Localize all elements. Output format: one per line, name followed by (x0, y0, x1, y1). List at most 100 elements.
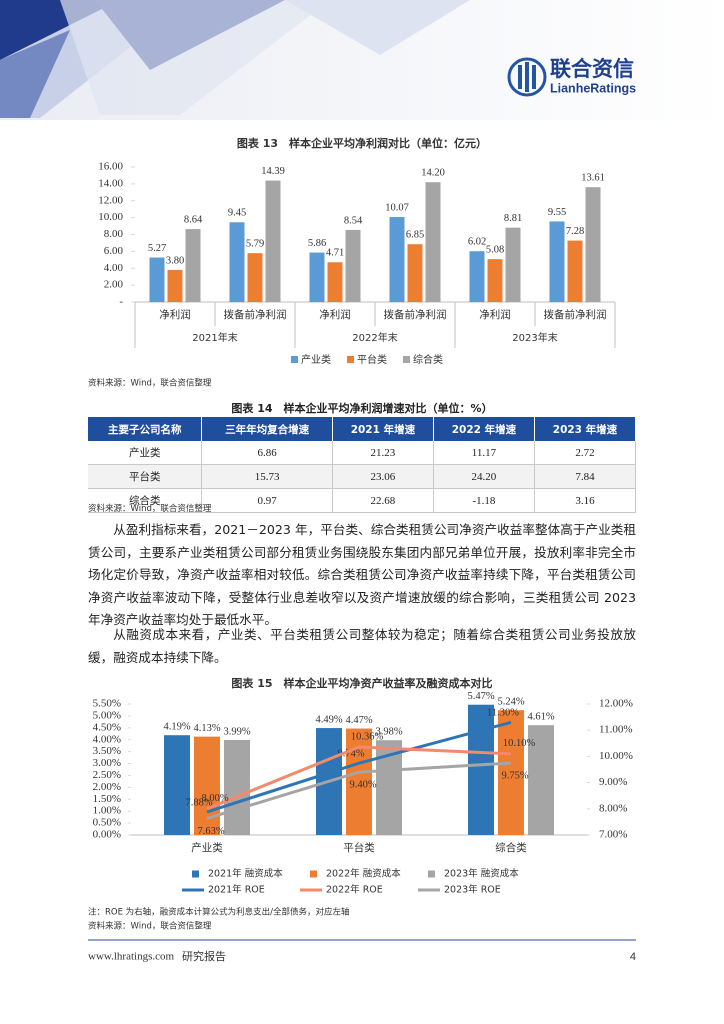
bar (549, 221, 565, 302)
table-cell: 23.06 (332, 464, 434, 489)
table-header-row: 主要子公司名称 三年年均复合增速 2021 年增速 2022 年增速 2023 年增速 (88, 417, 637, 441)
value-label: 4.61% (527, 712, 554, 723)
logo-bar (518, 65, 522, 89)
legend-label: 2022年 ROE (326, 884, 383, 896)
x-tick-label: 拨备前净利润 (224, 308, 287, 321)
value-label: 9.74% (337, 749, 364, 760)
value-label: 4.19% (163, 722, 190, 733)
y-tick-label: 2.00 (104, 279, 124, 291)
x-tick-label: 产业类 (191, 841, 223, 854)
y2-tick-label: 7.00% (599, 829, 627, 841)
y-tick-label: 2.00% (93, 781, 121, 793)
value-label: 5.79 (246, 239, 264, 250)
value-label: 5.47% (467, 691, 494, 702)
legend-label: 综合类 (413, 353, 443, 366)
table-cell: 21.23 (332, 441, 434, 465)
logo-bar (525, 62, 529, 92)
x-tick-label: 净利润 (319, 308, 351, 321)
y-tick-label: 10.00 (98, 211, 123, 223)
value-label: 7.63% (197, 826, 224, 837)
logo-text: 联合资信 (550, 57, 634, 81)
table-cell: 7.84 (534, 464, 637, 489)
value-label: 14.39 (261, 166, 285, 177)
bar (247, 253, 263, 302)
y-tick-label: 12.00 (98, 194, 123, 206)
bar (185, 229, 201, 302)
value-label: 14.20 (421, 168, 445, 179)
legend-swatch (310, 870, 317, 878)
page-number: 4 (630, 951, 636, 963)
value-label: 10.36% (351, 731, 384, 742)
value-label: 5.08 (486, 245, 504, 256)
legend-swatch (347, 356, 354, 363)
group-label: 2022年末 (352, 331, 397, 344)
table-title: 图表 14 样本企业平均净利润增速对比（单位：%） (231, 402, 493, 415)
column-header: 2022 年增速 (433, 417, 535, 441)
data-table: 主要子公司名称 三年年均复合增速 2021 年增速 2022 年增速 2023 年增速产… (88, 417, 637, 513)
legend-swatch (403, 356, 410, 363)
value-label: 3.98% (375, 727, 402, 738)
value-label: 4.71 (326, 248, 344, 259)
logo-bar (532, 65, 536, 89)
value-label: 5.86 (308, 238, 326, 249)
source-note: 资料来源：Wind，联合资信整理 (88, 378, 212, 389)
value-label: 9.40% (349, 780, 376, 791)
value-label: 10.10% (503, 738, 536, 749)
y-tick-label: 1.00% (93, 805, 121, 817)
source-note: 资料来源：Wind，联合资信整理 (88, 504, 212, 514)
bar (425, 182, 441, 302)
bar (498, 710, 524, 835)
table-cell: 3.16 (534, 488, 637, 513)
y2-tick-label: 11.00% (599, 724, 633, 736)
header-shape (285, 0, 470, 55)
y-tick-label: 0.00% (93, 829, 121, 841)
x-tick-label: 平台类 (343, 841, 375, 854)
y-tick-label: 8.00 (104, 228, 124, 240)
bar (468, 704, 494, 835)
column-header: 三年年均复合增速 (201, 417, 333, 441)
y2-tick-label: 10.00% (599, 750, 633, 762)
legend-label: 2023年 ROE (444, 884, 501, 896)
value-label: 4.13% (193, 723, 220, 734)
value-label: 3.80 (166, 255, 184, 266)
value-label: 3.99% (223, 726, 250, 737)
line-series (206, 745, 512, 811)
value-label: 9.45 (228, 208, 246, 219)
y-tick-label: 4.50% (93, 721, 121, 733)
table-row: 平台类 15.73 23.06 24.20 7.84 (88, 464, 637, 489)
y-tick-label: 0.50% (93, 817, 121, 829)
value-label: 11.30% (487, 708, 519, 719)
chart-title: 图表 15 样本企业平均净资产收益率及融资成本对比 (231, 676, 492, 690)
bar (585, 187, 601, 302)
bar (149, 257, 165, 302)
source-note: 资料来源：Wind，联合资信整理 (88, 921, 212, 932)
group-label: 2023年末 (512, 331, 557, 344)
bar (167, 269, 183, 302)
column-header: 主要子公司名称 (88, 417, 203, 441)
y-tick-label: 6.00 (104, 245, 124, 257)
bar (469, 251, 485, 302)
table-cell: -1.18 (433, 488, 535, 513)
table-cell: 11.17 (433, 441, 535, 465)
bar (309, 252, 325, 302)
line-series (206, 720, 512, 814)
x-tick-label: 拨备前净利润 (384, 308, 447, 321)
bar (229, 222, 245, 302)
value-label: 8.64 (184, 215, 203, 226)
table-cell: 24.20 (433, 464, 535, 489)
value-label: 13.61 (581, 173, 605, 184)
legend-label: 2021年 融资成本 (208, 868, 283, 880)
bar (164, 735, 190, 835)
value-label: 5.27 (148, 243, 166, 254)
legend-swatch (192, 870, 199, 878)
chart-title: 图表 13 样本企业平均净利润对比（单位：亿元） (237, 136, 487, 150)
value-label: 10.07 (385, 202, 409, 213)
legend-label: 2021年 ROE (208, 884, 265, 896)
bar (528, 725, 554, 835)
bar (407, 244, 423, 302)
y-tick-label: 1.50% (93, 793, 121, 805)
table-cell: 平台类 (88, 464, 203, 489)
table-cell: 15.73 (201, 464, 333, 489)
header-shape (0, 30, 70, 118)
